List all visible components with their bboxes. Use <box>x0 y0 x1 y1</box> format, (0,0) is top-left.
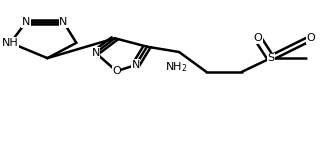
Text: N: N <box>22 17 30 27</box>
Text: NH$_2$: NH$_2$ <box>165 60 187 74</box>
Text: N: N <box>132 60 140 70</box>
Text: O: O <box>112 66 121 76</box>
Text: N: N <box>91 48 100 58</box>
Text: S: S <box>267 53 274 63</box>
Text: O: O <box>253 33 262 43</box>
Text: NH: NH <box>2 38 19 48</box>
Text: N: N <box>59 17 68 27</box>
Text: O: O <box>307 33 315 43</box>
